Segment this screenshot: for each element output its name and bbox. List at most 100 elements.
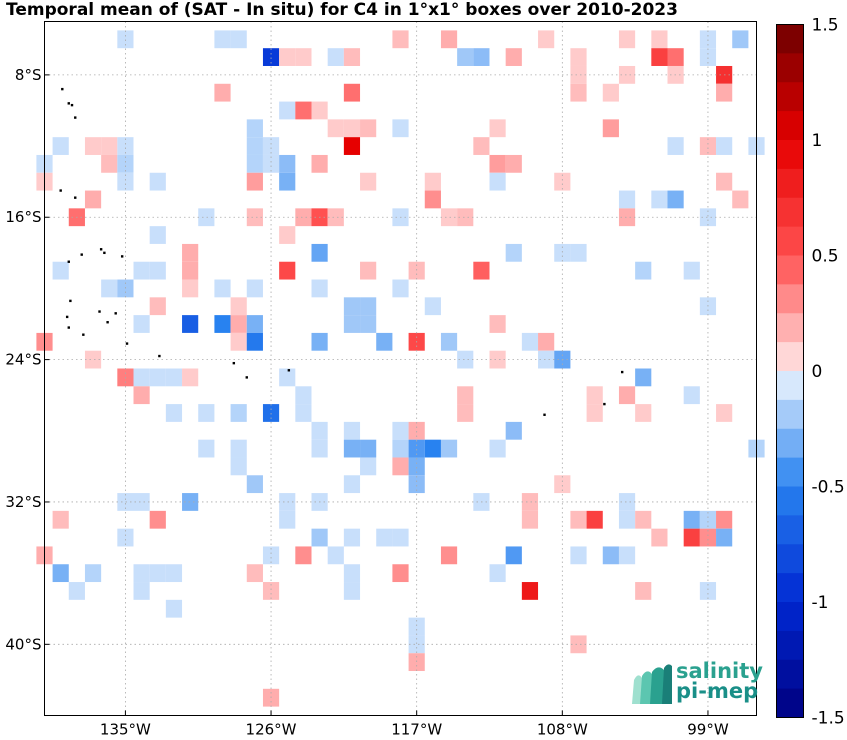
data-cell <box>230 315 247 333</box>
data-cell <box>408 439 425 458</box>
data-cell <box>68 582 85 600</box>
data-cell <box>440 332 458 351</box>
data-cell <box>149 510 166 529</box>
data-cell <box>489 350 506 369</box>
data-cell <box>279 154 296 173</box>
data-cell <box>165 404 183 422</box>
data-cell <box>570 510 587 529</box>
data-cell <box>133 315 150 333</box>
salinity-pi-mep-logo: salinity pi-mep <box>628 660 763 708</box>
data-cell <box>182 279 199 298</box>
data-cell <box>343 48 361 66</box>
data-cell <box>360 119 377 138</box>
data-cell <box>376 528 393 547</box>
data-cell <box>618 546 636 565</box>
data-cell <box>699 137 717 155</box>
data-cell <box>149 261 166 280</box>
data-cell <box>230 30 247 49</box>
data-cell <box>635 368 652 387</box>
data-cell <box>230 457 247 476</box>
island-mark <box>99 248 103 251</box>
data-cell <box>424 439 441 458</box>
data-cell <box>246 332 263 351</box>
data-cell <box>295 404 312 422</box>
data-cell <box>117 528 134 547</box>
data-cell <box>392 457 409 476</box>
data-cell <box>392 119 409 138</box>
colorbar-level <box>776 486 804 516</box>
gridlines-layer <box>44 21 757 716</box>
data-cell <box>424 172 441 191</box>
data-cell <box>84 564 102 583</box>
data-cell <box>699 48 717 66</box>
data-cell <box>408 635 425 654</box>
colorbar-tick-label: -0.5 <box>812 478 845 498</box>
colorbar-level <box>776 313 804 343</box>
data-cell <box>327 119 344 138</box>
data-cell <box>343 137 361 155</box>
colorbar-level <box>776 630 804 661</box>
data-cell <box>279 510 296 529</box>
data-cell <box>473 261 490 280</box>
colorbar-level <box>776 82 804 112</box>
island-mark <box>74 116 77 119</box>
data-cell <box>440 208 458 227</box>
logo-text-salinity: salinity <box>676 659 763 683</box>
data-cell <box>602 119 619 138</box>
island-mark <box>232 361 236 365</box>
longitude-tick-labels: 135°W 126°W 117°W 108°W 99°W <box>100 710 729 739</box>
data-cell <box>246 564 263 583</box>
colorbar-tick-label: 1 <box>812 131 823 151</box>
data-cell <box>246 154 263 173</box>
colorbar-level <box>776 342 804 372</box>
plot-title: Temporal mean of (SAT - In situ) for C4 … <box>6 0 678 20</box>
latitude-tick-label: 8°S <box>15 66 42 84</box>
data-cell <box>489 564 506 583</box>
data-cell <box>521 582 539 600</box>
data-cell <box>262 404 280 422</box>
data-cell <box>635 510 652 529</box>
data-cell <box>489 172 506 191</box>
data-cell <box>279 226 296 244</box>
data-cell <box>699 30 717 49</box>
data-cell <box>716 404 733 422</box>
colorbar-level <box>776 53 804 83</box>
data-cell <box>343 421 361 440</box>
data-cell <box>117 493 134 511</box>
data-cell <box>602 83 619 102</box>
data-cell <box>716 172 733 191</box>
data-cell <box>84 137 102 155</box>
land-layer <box>59 87 624 416</box>
data-cell <box>246 279 263 298</box>
data-cell <box>214 279 231 298</box>
data-cell <box>117 172 134 191</box>
data-cell <box>262 582 280 600</box>
data-cell <box>279 172 296 191</box>
data-cell <box>457 404 474 422</box>
longitude-tick-label: 135°W <box>100 721 151 739</box>
data-cell <box>279 261 296 280</box>
data-cell <box>408 421 425 440</box>
data-cell <box>683 528 700 547</box>
island-mark <box>287 369 291 372</box>
data-cell <box>570 243 587 262</box>
data-cell <box>683 386 700 405</box>
data-cell <box>230 297 247 316</box>
data-cell <box>440 439 458 458</box>
data-cell <box>392 564 409 583</box>
data-cell <box>489 439 506 458</box>
data-cell <box>279 101 296 120</box>
data-cell <box>52 261 69 280</box>
data-cell <box>230 404 247 422</box>
data-cell <box>295 48 312 66</box>
data-cell <box>457 386 474 405</box>
data-cell <box>716 83 733 102</box>
longitude-tick-label: 117°W <box>391 721 442 739</box>
island-mark <box>69 299 72 303</box>
island-mark <box>98 310 101 313</box>
longitude-tick-label: 108°W <box>537 721 588 739</box>
colorbar-level <box>776 111 804 141</box>
data-cell <box>586 510 603 529</box>
data-cell <box>570 635 587 654</box>
data-cell <box>683 510 700 529</box>
